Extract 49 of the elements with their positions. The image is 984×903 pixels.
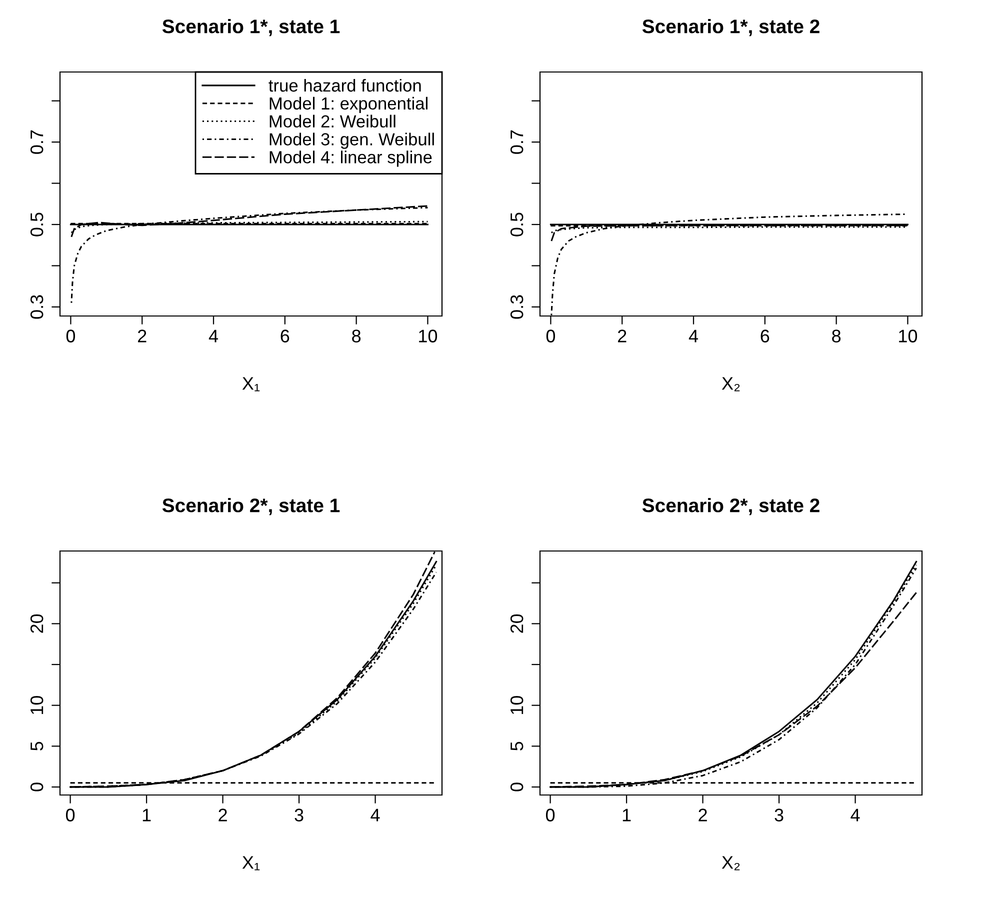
x-tick-label: 2 [698, 808, 707, 822]
x-tick-label: 8 [352, 330, 361, 342]
x-tick-label: 0 [546, 330, 556, 342]
x-tick-label: 1 [622, 808, 631, 822]
y-tick-label: 0.7 [510, 130, 524, 154]
x-tick-label: 10 [419, 330, 438, 342]
y-tick-label: 5 [510, 742, 524, 750]
y-tick-label: 10 [510, 696, 524, 714]
x-tick-label: 8 [832, 330, 841, 342]
x-tick-label: 4 [850, 808, 860, 822]
x-axis-title: X₂ [722, 856, 740, 870]
y-tick-label: 0 [510, 782, 524, 792]
x-tick-label: 0 [546, 808, 555, 822]
y-tick-label: 0.5 [30, 212, 44, 236]
legend-label: Model 3: gen. Weibull [270, 132, 434, 149]
chart-title: Scenario 1*, state 1 [162, 19, 340, 36]
legend-label: true hazard function [268, 78, 421, 92]
x-tick-label: 4 [688, 330, 698, 342]
x-tick-label: 6 [280, 330, 290, 342]
x-tick-label: 0 [66, 808, 75, 822]
y-tick-label: 0.3 [510, 295, 524, 319]
x-tick-label: 0 [66, 330, 76, 342]
x-tick-label: 3 [294, 808, 304, 822]
y-tick-label: 0.3 [30, 295, 44, 319]
x-tick-label: 2 [138, 330, 146, 342]
chart-title: Scenario 2*, state 2 [642, 498, 820, 516]
x-axis-title: X₁ [242, 377, 260, 392]
x-tick-label: 2 [218, 808, 227, 822]
y-tick-label: 0.5 [510, 212, 524, 236]
chart-title: Scenario 2*, state 1 [162, 498, 340, 516]
x-axis-title: X₂ [722, 377, 740, 392]
x-tick-label: 6 [760, 330, 770, 342]
chart-title: Scenario 1*, state 2 [642, 19, 820, 36]
y-tick-label: 5 [30, 742, 44, 750]
y-tick-label: 20 [510, 614, 524, 633]
x-tick-label: 4 [370, 808, 380, 822]
x-tick-label: 2 [618, 330, 626, 342]
legend-label: Model 4: linear spline [270, 150, 432, 167]
legend-label: Model 2: Weibull [270, 114, 396, 128]
x-tick-label: 4 [208, 330, 218, 342]
legend-label: Model 1: exponential [270, 96, 428, 114]
x-tick-label: 1 [142, 808, 151, 822]
y-tick-label: 0 [30, 782, 44, 792]
x-tick-label: 3 [774, 808, 784, 822]
y-tick-label: 20 [30, 614, 44, 633]
x-axis-title: X₁ [242, 856, 260, 870]
x-tick-label: 10 [899, 330, 918, 342]
y-tick-label: 0.7 [30, 130, 44, 154]
y-tick-label: 10 [30, 696, 44, 714]
